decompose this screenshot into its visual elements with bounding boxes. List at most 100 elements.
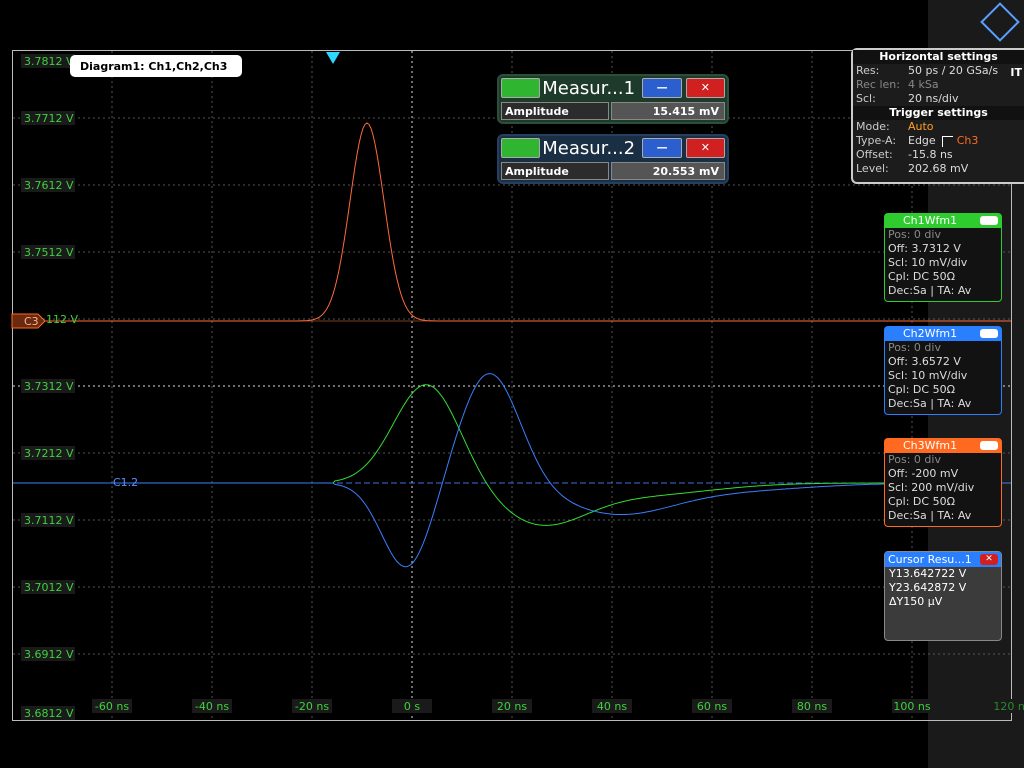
- x-label: -60 ns: [95, 700, 129, 713]
- measurement-label: Amplitude: [501, 162, 609, 180]
- y-label-bg: [21, 54, 75, 68]
- badge: IT: [1010, 66, 1022, 79]
- channel-row: Pos: 0 div: [888, 341, 941, 354]
- minimize-button[interactable]: —: [642, 138, 682, 158]
- x-label-bg: [892, 699, 932, 713]
- setting-row: Scl: 20 ns/div: [853, 92, 1024, 106]
- y-label: 3.7612 V: [24, 179, 74, 192]
- y-label-bg: [21, 647, 75, 661]
- cursor-value: 150 μV: [903, 595, 943, 608]
- setting-value: 50 ps / 20 GSa/s: [908, 64, 999, 77]
- x-label: 120 ns: [993, 700, 1024, 713]
- setting-value: 202.68 mV: [908, 162, 969, 175]
- settings-button[interactable]: [501, 78, 541, 98]
- setting-key: Mode:: [856, 120, 890, 133]
- channel-row: Cpl: DC 50Ω: [888, 495, 955, 508]
- x-label-bg: [92, 699, 132, 713]
- close-button[interactable]: ✕: [980, 554, 998, 565]
- settings-button[interactable]: [501, 138, 541, 158]
- setting-key: Scl:: [856, 92, 876, 105]
- diagram-tab: [70, 55, 242, 77]
- measurement-value: 20.553 mV: [611, 162, 725, 180]
- x-label: -40 ns: [195, 700, 229, 713]
- setting-key: Level:: [856, 162, 889, 175]
- x-label-bg: [392, 699, 432, 713]
- cursor-key: Y1: [889, 567, 903, 580]
- x-label-bg: [792, 699, 832, 713]
- y-label: 3.6912 V: [24, 648, 74, 661]
- y-label: 3.7512 V: [24, 246, 74, 259]
- channel-row: Off: -200 mV: [888, 467, 959, 480]
- close-button[interactable]: ✕: [685, 138, 725, 158]
- minimize-button[interactable]: —: [642, 78, 682, 98]
- y-label-bg: [21, 580, 75, 594]
- minimize-button[interactable]: [980, 441, 998, 450]
- y-label: 3.7812 V: [24, 55, 74, 68]
- c12-marker: C1.2: [113, 476, 138, 489]
- minimize-button[interactable]: [980, 329, 998, 338]
- logo: [980, 2, 1020, 42]
- setting-value: 4 kSa: [908, 78, 939, 91]
- y-label-bg: [21, 706, 75, 720]
- trigger-marker: [326, 52, 340, 64]
- trigger-title: Trigger settings: [853, 106, 1024, 120]
- measurement-title: Measur...2: [542, 137, 636, 159]
- x-label-bg: [292, 699, 332, 713]
- channel-header: Ch3Wfm1: [885, 439, 1001, 453]
- y-label: 3.7312 V: [24, 380, 74, 393]
- setting-row: Rec len: 4 kSa: [853, 78, 1024, 92]
- cursor-row: Y1 3.642722 V: [885, 567, 1001, 581]
- measurement-panel: Measur...2 — ✕ Amplitude 20.553 mV: [497, 134, 729, 184]
- y-label-bg: [21, 111, 75, 125]
- x-label-bg: [492, 699, 532, 713]
- x-label: 40 ns: [597, 700, 627, 713]
- minimize-button[interactable]: [980, 216, 998, 225]
- cursor-title: Cursor Resu...1: [888, 553, 972, 566]
- x-label: 20 ns: [497, 700, 527, 713]
- y-label: 3.7712 V: [24, 112, 74, 125]
- waveforms: [13, 122, 1011, 568]
- setting-value: Edge: [908, 134, 936, 147]
- setting-key: Rec len:: [856, 78, 900, 91]
- channel-row: Dec:Sa | TA: Av: [888, 397, 972, 410]
- channel-title: Ch3Wfm1: [903, 439, 958, 452]
- x-label-bg: [992, 699, 1024, 713]
- setting-value: 20 ns/div: [908, 92, 959, 105]
- channel-panel: Ch2Wfm1 Pos: 0 div Off: 3.6572 V Scl: 10 mV…: [884, 326, 1002, 415]
- y-label: 3.7112 V: [24, 514, 74, 527]
- y-label-bg: [21, 446, 75, 460]
- channel-row: Cpl: DC 50Ω: [888, 383, 955, 396]
- x-label: 0 s: [404, 700, 420, 713]
- channel-title: Ch1Wfm1: [903, 214, 958, 227]
- channel-header: Ch1Wfm1: [885, 214, 1001, 228]
- channel-row: Dec:Sa | TA: Av: [888, 509, 972, 522]
- channel-header: Ch2Wfm1: [885, 327, 1001, 341]
- x-label-bg: [692, 699, 732, 713]
- close-button[interactable]: ✕: [685, 78, 725, 98]
- channel-row: Scl: 10 mV/div: [888, 369, 968, 382]
- channel-row: Pos: 0 div: [888, 453, 941, 466]
- setting-row: Level: 202.68 mV: [853, 162, 1024, 176]
- setting-key: Res:: [856, 64, 880, 77]
- x-label-bg: [592, 699, 632, 713]
- cursor-row: ΔY 150 μV: [885, 595, 1001, 609]
- cursor-key: Y2: [889, 581, 903, 594]
- y-label-bg: [21, 178, 75, 192]
- channel-row: Pos: 0 div: [888, 228, 941, 241]
- ch1-wave: [13, 384, 1011, 526]
- cursor-value: 3.642872 V: [902, 581, 967, 594]
- c3-marker-box: [11, 313, 46, 329]
- channel-panel: Ch1Wfm1 Pos: 0 div Off: 3.7312 V Scl: 10 mV…: [884, 213, 1002, 302]
- y-label: 3.6812 V: [24, 707, 74, 720]
- diagram-title: Diagram1: Ch1,Ch2,Ch3: [80, 60, 227, 73]
- ch3-wave: [13, 122, 1011, 322]
- setting-row: Mode: Auto: [853, 120, 1024, 134]
- measurement-title: Measur...1: [542, 77, 636, 99]
- measurement-row: Amplitude 15.415 mV: [501, 102, 725, 120]
- horizontal-title: Horizontal settings: [853, 50, 1024, 64]
- y-label-bg: [21, 513, 75, 527]
- channel-panel: Ch3Wfm1 Pos: 0 div Off: -200 mV Scl: 200 mV…: [884, 438, 1002, 527]
- channel-row: Cpl: DC 50Ω: [888, 270, 955, 283]
- y-label-bg: [21, 245, 75, 259]
